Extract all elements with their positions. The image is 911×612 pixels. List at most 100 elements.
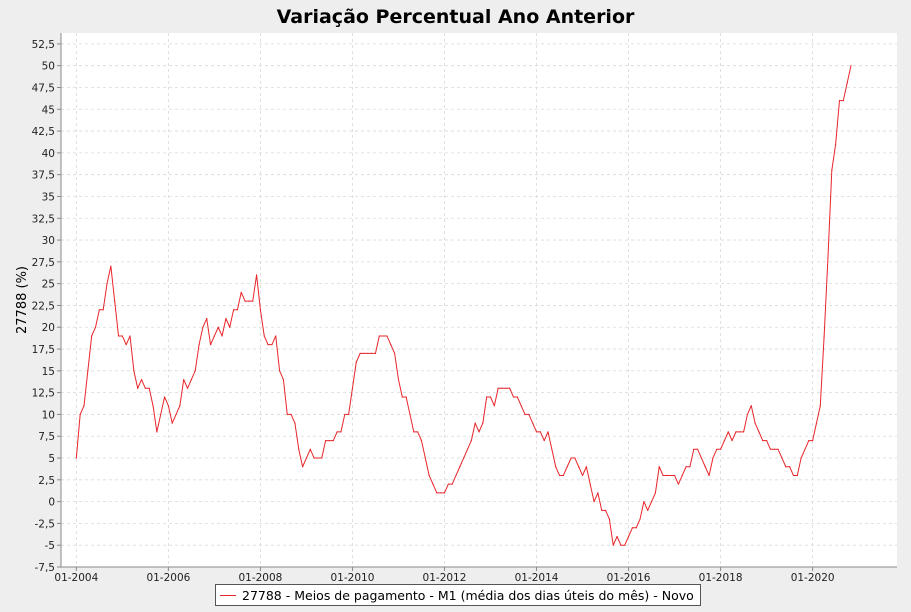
data-point [294, 422, 296, 424]
data-point [516, 396, 518, 398]
data-point [129, 335, 131, 337]
data-point [110, 265, 112, 267]
y-tick-label: -2,5 [35, 518, 56, 530]
data-point [121, 335, 123, 337]
y-tick-label: 37,5 [32, 170, 55, 182]
data-point [700, 457, 703, 459]
data-point [608, 518, 610, 520]
data-point [183, 378, 185, 381]
data-point [689, 466, 691, 468]
y-tick-label: -7,5 [35, 562, 56, 574]
x-tick-label: 01-2010 [331, 572, 375, 584]
data-point [94, 326, 97, 328]
y-tick-label: 45 [42, 104, 55, 116]
y-tick-label: 7,5 [38, 431, 55, 443]
y-tick-label: 35 [42, 191, 55, 203]
data-point [777, 448, 779, 450]
data-point [75, 457, 77, 459]
data-point [259, 309, 262, 311]
data-point [424, 457, 426, 459]
data-point [785, 466, 787, 468]
data-point [731, 439, 733, 442]
data-point [762, 439, 764, 442]
data-point [647, 509, 649, 511]
data-point [497, 387, 499, 389]
data-point [547, 431, 549, 433]
data-point [543, 439, 545, 442]
data-point [332, 439, 334, 442]
data-point [186, 387, 189, 389]
data-point [275, 335, 277, 337]
data-point [455, 474, 457, 477]
y-tick-label: 5 [48, 453, 55, 465]
data-point [179, 405, 181, 407]
data-point [298, 448, 300, 450]
data-point [581, 474, 584, 477]
data-point [792, 474, 795, 477]
data-point [440, 492, 442, 494]
data-point [271, 344, 273, 346]
data-point [114, 300, 116, 302]
data-point [221, 335, 223, 337]
data-point [639, 518, 641, 520]
data-point [225, 317, 227, 320]
data-point [796, 474, 798, 477]
data-point [716, 448, 718, 450]
chart-legend: 27788 - Meios de pagamento - M1 (média d… [215, 584, 701, 606]
legend-label: 27788 - Meios de pagamento - M1 (média d… [242, 587, 694, 603]
data-point [390, 344, 392, 346]
data-point [290, 413, 292, 416]
data-point [321, 457, 323, 459]
data-point [79, 413, 81, 416]
data-point [152, 405, 154, 407]
data-point [570, 457, 572, 459]
data-point [766, 439, 768, 442]
data-point [658, 466, 660, 468]
data-point [443, 492, 446, 494]
data-point [505, 387, 507, 389]
data-point [846, 82, 848, 84]
data-point [87, 370, 89, 372]
data-point [374, 352, 377, 354]
y-tick-label: 32,5 [32, 213, 55, 225]
data-point [156, 431, 158, 433]
data-point [378, 335, 380, 337]
y-tick-label: 15 [42, 366, 55, 378]
plot-area [61, 33, 897, 567]
y-tick-label: 20 [42, 322, 55, 334]
data-point [417, 431, 419, 433]
data-point [662, 474, 664, 477]
data-point [213, 335, 215, 337]
data-point [255, 274, 258, 276]
data-point [735, 431, 737, 433]
data-point [355, 361, 357, 363]
data-point [340, 431, 342, 433]
data-point [489, 396, 492, 398]
data-point [317, 457, 319, 459]
data-point [244, 300, 246, 302]
data-point [539, 431, 541, 433]
data-point [486, 396, 488, 398]
data-point [812, 439, 814, 442]
data-point [217, 326, 219, 328]
data-point [535, 431, 538, 433]
data-point [232, 309, 235, 311]
data-point [405, 396, 407, 398]
data-point [466, 448, 469, 450]
data-point [91, 335, 93, 337]
data-point [351, 387, 354, 389]
data-point [558, 474, 561, 477]
x-tick-label: 01-2008 [238, 572, 282, 584]
data-point [436, 492, 438, 494]
data-point [616, 535, 618, 538]
data-point [566, 466, 568, 468]
data-point [627, 535, 630, 538]
data-point [125, 344, 127, 346]
data-point [696, 448, 699, 450]
data-point [800, 457, 802, 459]
y-tick-label: 27,5 [32, 257, 55, 269]
y-tick-label: 0 [48, 497, 55, 509]
data-point [301, 466, 304, 468]
data-point [248, 300, 250, 302]
